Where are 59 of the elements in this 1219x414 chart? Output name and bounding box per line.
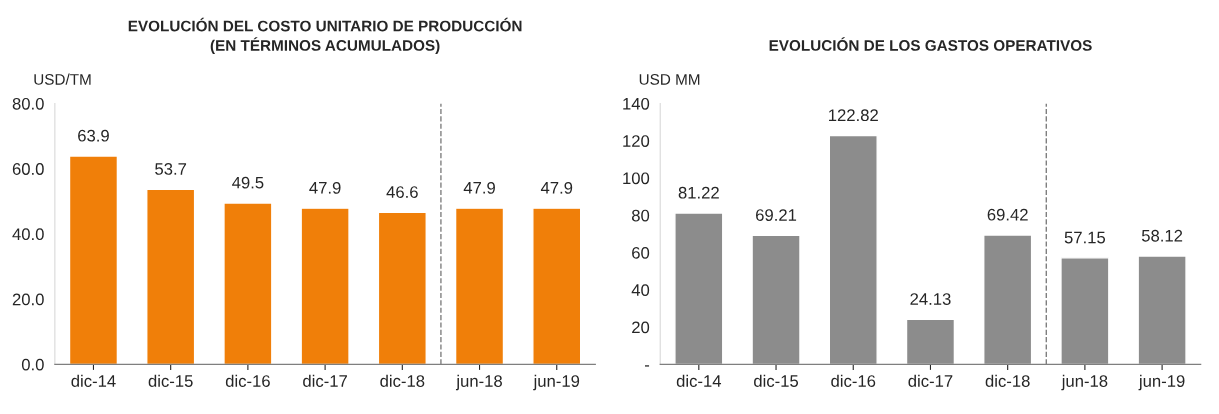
y-axis-title: USD MM xyxy=(639,74,700,85)
bar xyxy=(377,211,427,365)
data-label: 46.6 xyxy=(386,186,418,198)
bar xyxy=(454,207,505,365)
x-tick-label: jun-19 xyxy=(533,374,580,391)
x-tick-label: jun-19 xyxy=(1138,374,1185,391)
y-tick-label: 80.0 xyxy=(12,97,44,110)
y-tick-label: 40 xyxy=(631,284,650,296)
chart-title: EVOLUCIÓN DEL COSTO UNITARIO DE PRODUCCIÓN (EN TÉRMINOS ACUMULADOS) xyxy=(128,17,522,54)
x-tick-label: jun-18 xyxy=(1061,374,1108,391)
data-label: 49.5 xyxy=(232,176,264,189)
data-label: 47.9 xyxy=(463,181,495,194)
y-tick-label: 60.0 xyxy=(12,163,44,175)
y-tick-label: 100 xyxy=(623,172,650,185)
data-label: 57.15 xyxy=(1064,231,1106,244)
bar xyxy=(905,318,956,365)
bar xyxy=(828,134,878,365)
x-tick-label: dic-18 xyxy=(380,374,425,387)
data-label: 122.82 xyxy=(829,109,878,122)
x-tick-label: dic-14 xyxy=(71,374,116,387)
bar xyxy=(1137,255,1187,365)
x-tick-label: dic-14 xyxy=(676,374,722,387)
data-label: 24.13 xyxy=(910,293,951,305)
chart-title: EVOLUCIÓN DE LOS GASTOS OPERATIVOS xyxy=(769,37,1092,51)
x-tick-label: jun-18 xyxy=(455,374,502,391)
y-tick-label: 120 xyxy=(623,135,650,147)
data-label: 47.9 xyxy=(309,181,341,194)
bar xyxy=(68,155,119,365)
x-tick-label: dic-17 xyxy=(303,374,347,387)
data-label: 53.7 xyxy=(155,163,187,175)
data-label: 58.12 xyxy=(1141,229,1183,242)
y-tick-label: 20 xyxy=(632,321,650,334)
y-tick-label: 140 xyxy=(623,97,650,110)
bar xyxy=(751,234,801,365)
data-label: 81.22 xyxy=(678,186,719,199)
bar xyxy=(674,212,724,365)
data-label: 47.9 xyxy=(540,181,573,194)
x-tick-label: dic-15 xyxy=(148,374,193,387)
y-tick-label: 60 xyxy=(632,246,650,259)
y-tick-label: 0.0 xyxy=(21,358,44,371)
y-tick-label: 20.0 xyxy=(12,293,44,306)
y-tick-label: - xyxy=(644,365,650,367)
x-tick-label: dic-16 xyxy=(225,374,270,387)
y-tick-label: 80 xyxy=(631,209,650,222)
bar xyxy=(146,188,196,365)
x-tick-label: dic-18 xyxy=(985,374,1030,387)
data-label: 69.42 xyxy=(987,208,1028,221)
y-axis-title: USD/TM xyxy=(34,73,91,85)
x-tick-label: dic-15 xyxy=(754,374,799,387)
x-tick-label: dic-16 xyxy=(831,374,876,387)
data-label: 69.21 xyxy=(756,209,797,221)
y-tick-label: 40.0 xyxy=(12,228,44,241)
bar xyxy=(1060,257,1110,365)
bar xyxy=(532,207,582,365)
bar xyxy=(300,207,350,365)
bar xyxy=(223,202,273,365)
x-tick-label: dic-17 xyxy=(908,374,953,387)
data-label: 63.9 xyxy=(78,129,109,142)
bar xyxy=(983,234,1033,365)
